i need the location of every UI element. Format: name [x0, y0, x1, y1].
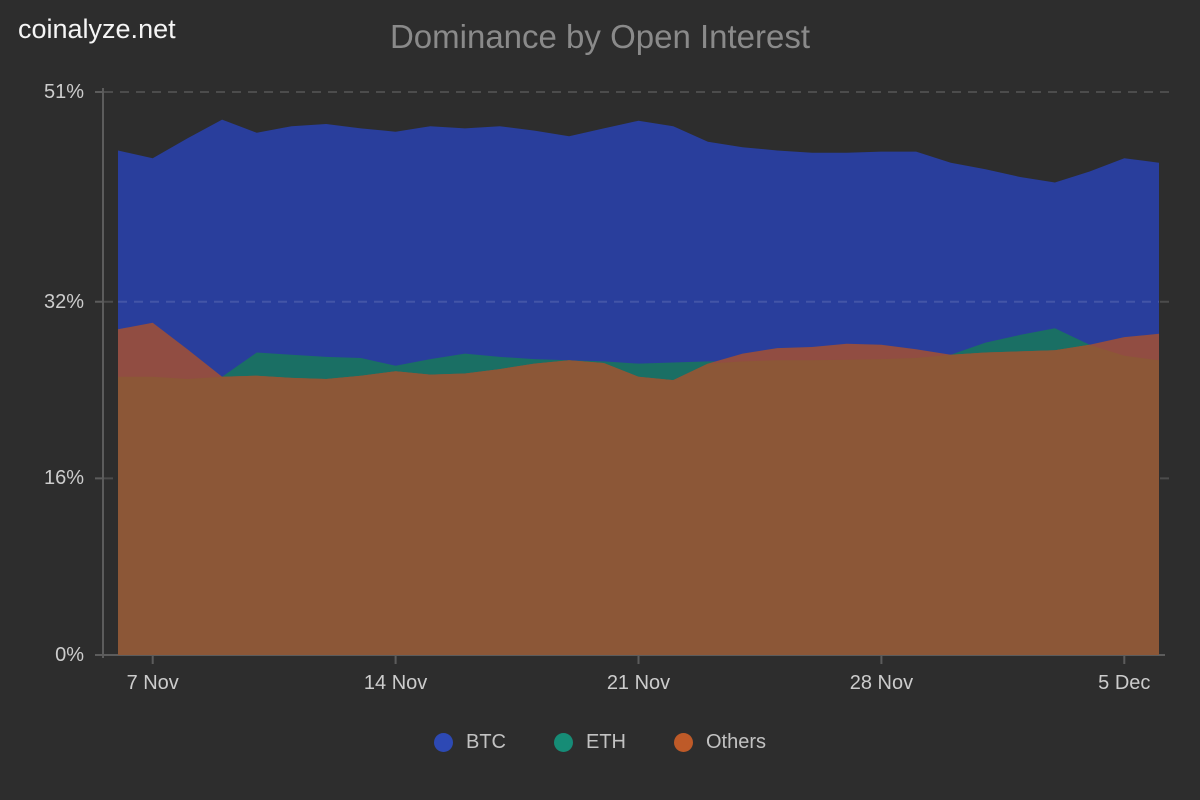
legend-label: BTC [465, 731, 506, 753]
y-tick-label-16%: 16% [43, 467, 84, 490]
legend-dot-others [673, 733, 693, 752]
legend-label: ETH [585, 731, 626, 753]
chart-legend: BTC ETH Others [0, 731, 1200, 754]
legend-item-btc[interactable]: BTC [433, 731, 506, 754]
x-tick-label-14-Nov: 14 Nov [363, 672, 428, 694]
chart-title: Dominance by Open Interest [389, 18, 811, 55]
overlap-base-area [118, 344, 1159, 655]
legend-item-others[interactable]: Others [673, 731, 767, 754]
x-tick-label-7-Nov: 7 Nov [126, 672, 179, 694]
y-tick-label-51%: 51% [43, 81, 84, 103]
legend-dot-eth [553, 733, 573, 752]
y-tick-label-0%: 0% [55, 644, 84, 666]
site-logo[interactable]: coinalyze.net [18, 14, 176, 44]
legend-label: Others [705, 731, 767, 753]
y-tick-label-32%: 32% [43, 290, 84, 313]
dominance-chart: 0% 16% 32% 51% 7 Nov 14 Nov 21 Nov 28 Nov 5 Dec [0, 0, 1200, 710]
x-tick-label-28-Nov: 28 Nov [849, 672, 914, 694]
x-tick-label-21-Nov: 21 Nov [606, 672, 671, 694]
chart-canvas[interactable] [0, 0, 1200, 710]
x-tick-label-5-Dec: 5 Dec [1098, 672, 1151, 694]
legend-item-eth[interactable]: ETH [553, 731, 626, 754]
legend-dot-btc [433, 733, 453, 752]
